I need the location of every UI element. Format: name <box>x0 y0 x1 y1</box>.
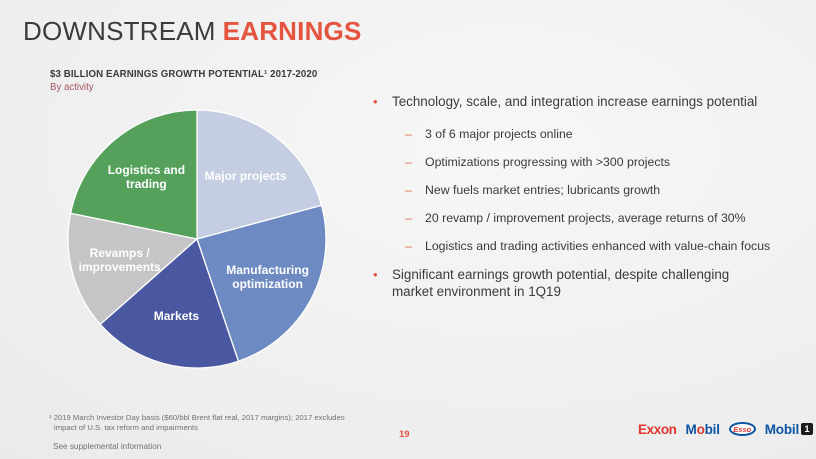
sub-bullet-text: Optimizations progressing with >300 proj… <box>425 154 671 169</box>
sub-bullet-text: 20 revamp / improvement projects, averag… <box>425 210 746 225</box>
sub-bullet-dash-icon: – <box>405 182 412 197</box>
exxon-logo: Exxon <box>638 421 677 437</box>
mobil1-logo-badge: 1 <box>801 423 814 435</box>
pie-slice-logistics-and-trading <box>69 109 198 240</box>
page-title: DOWNSTREAM EARNINGS <box>23 16 362 47</box>
chart-subtitle: By activity <box>50 82 94 93</box>
sub-bullet-item: –20 revamp / improvement projects, avera… <box>405 211 803 226</box>
footnote: ¹ 2019 March Investor Day basis ($60/bbl… <box>49 413 345 433</box>
pie-slice-revamps-improvements <box>67 212 198 325</box>
bullet-dot-icon: • <box>373 94 378 109</box>
sub-bullet-dash-icon: – <box>405 210 412 225</box>
footnote-line-1: ¹ 2019 March Investor Day basis ($60/bbl… <box>49 413 345 422</box>
pie-chart: Major projects Manufacturing optimization… <box>66 108 328 370</box>
sub-bullet-text: Logistics and trading activities enhance… <box>425 238 771 253</box>
pie-slice-markets <box>99 238 240 369</box>
page-title-prefix: DOWNSTREAM <box>23 16 216 46</box>
mobil1-logo-text: Mobil <box>764 421 800 437</box>
mobil1-logo: Mobil 1 <box>764 421 814 437</box>
esso-logo: Esso <box>728 422 756 436</box>
brand-logos: Exxon Mobil Esso Mobil 1 <box>638 420 814 438</box>
footnote-line-2: impact of U.S. tax reform and impairment… <box>54 423 198 433</box>
bullet-item: • Significant earnings growth potential, … <box>373 267 803 301</box>
mobil-logo-o: o <box>696 421 705 437</box>
mobil-logo-bil: bil <box>704 421 720 437</box>
sub-bullet-text: 3 of 6 major projects online <box>425 126 573 141</box>
bullet-dot-icon: • <box>373 266 378 282</box>
sub-bullet-item: –3 of 6 major projects online <box>405 127 803 142</box>
chart-title: $3 BILLION EARNINGS GROWTH POTENTIAL¹ 20… <box>50 69 318 80</box>
sub-bullet-dash-icon: – <box>405 126 412 141</box>
supplemental-note: See supplemental information <box>53 442 162 451</box>
sub-bullet-dash-icon: – <box>405 154 412 169</box>
sub-bullet-item: – Logistics and trading activities enhanc… <box>405 239 803 254</box>
bullet-item: • Technology, scale, and integration incr… <box>373 94 803 111</box>
sub-bullet-item: – New fuels market entries; lubricants gr… <box>405 183 803 198</box>
esso-logo-text: Esso <box>733 424 752 434</box>
pie-slice-major-projects <box>196 109 323 240</box>
pie-slice-manufacturing-optimization <box>196 204 327 362</box>
pie-chart-svg <box>67 109 327 369</box>
mobil-logo-m: M <box>685 421 697 437</box>
page-title-emphasis: EARNINGS <box>222 16 362 46</box>
bullet-list: • Technology, scale, and integration incr… <box>373 94 803 300</box>
bullet-text: Technology, scale, and integration incre… <box>392 94 758 109</box>
sub-bullet-dash-icon: – <box>405 238 412 253</box>
sub-bullet-item: – Optimizations progressing with >300 pro… <box>405 155 803 170</box>
bullet-text: Significant earnings growth potential, d… <box>392 266 730 299</box>
sub-bullet-text: New fuels market entries; lubricants gro… <box>425 182 661 197</box>
sub-bullet-list: –3 of 6 major projects online – Optimizati… <box>405 127 803 254</box>
page-number: 19 <box>399 429 410 440</box>
mobil-logo: Mobil <box>686 422 720 437</box>
